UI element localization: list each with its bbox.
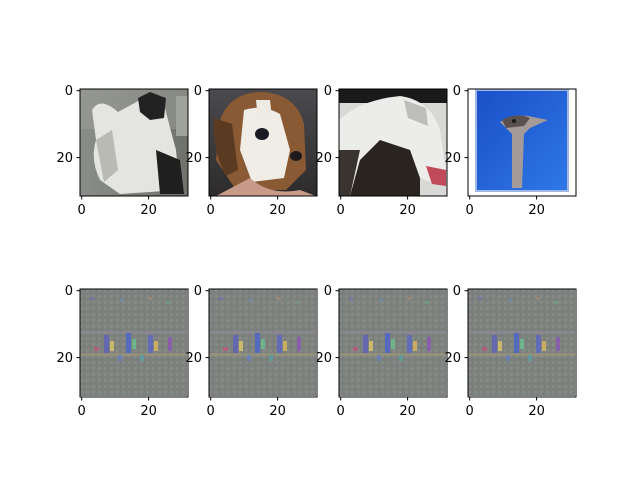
x-ticks: 0 20 [466,397,545,419]
x-ticks: 0 20 [78,196,157,218]
y-tick-label-20: 20 [56,151,73,166]
x-tick-label-0: 0 [466,203,474,218]
panel-cat: 0 20 0 20 [56,84,189,218]
x-ticks: 0 20 [466,196,545,218]
panel-generated-2: 0 20 0 20 [185,284,318,419]
x-ticks: 0 20 [207,397,286,419]
image-generated-2 [209,289,316,396]
y-ticks: 0 20 [56,284,80,366]
axes-frame [467,288,577,398]
axes-frame [79,88,189,197]
y-tick-label-20: 20 [444,351,461,366]
y-tick-label-0: 0 [194,284,202,299]
x-tick-label-0: 0 [207,404,215,419]
y-ticks: 0 20 [56,84,80,166]
y-tick-label-0: 0 [65,284,73,299]
x-tick-label-20: 20 [399,404,416,419]
x-ticks: 0 20 [78,397,157,419]
y-ticks: 0 20 [444,284,468,366]
y-tick-label-0: 0 [65,84,73,99]
axes-frame [79,288,189,398]
image-ostrich [468,89,576,196]
x-ticks: 0 20 [207,196,286,218]
panel-generated-3: 0 20 0 20 [315,284,448,419]
x-tick-label-0: 0 [78,404,86,419]
y-tick-label-0: 0 [324,284,332,299]
image-dog [209,89,317,196]
y-tick-label-0: 0 [194,84,202,99]
x-tick-label-0: 0 [337,203,345,218]
x-ticks: 0 20 [337,196,416,218]
x-tick-label-20: 20 [140,404,157,419]
x-tick-label-0: 0 [207,203,215,218]
x-tick-label-20: 20 [269,404,286,419]
x-tick-label-20: 20 [528,404,545,419]
y-ticks: 0 20 [315,284,339,366]
y-ticks: 0 20 [444,84,468,166]
y-tick-label-20: 20 [185,151,202,166]
y-tick-label-20: 20 [315,151,332,166]
panel-ostrich: 0 20 0 20 [444,84,577,218]
panel-generated-4: 0 20 0 20 [444,284,577,419]
y-tick-label-0: 0 [453,84,461,99]
y-tick-label-0: 0 [453,284,461,299]
x-tick-label-20: 20 [528,203,545,218]
axes-frame [338,288,448,398]
y-tick-label-20: 20 [56,351,73,366]
axes-frame [208,288,318,398]
y-ticks: 0 20 [315,84,339,166]
x-ticks: 0 20 [337,397,416,419]
image-cat [80,89,188,196]
axes-frame [208,88,318,197]
y-tick-label-20: 20 [444,151,461,166]
panel-horse: 0 20 0 20 [315,84,448,218]
x-tick-label-20: 20 [140,203,157,218]
x-tick-label-0: 0 [466,404,474,419]
panel-generated-1: 0 20 0 20 [56,284,189,419]
image-horse [339,89,447,196]
image-generated-4 [468,289,575,396]
y-ticks: 0 20 [185,284,209,366]
y-tick-label-0: 0 [324,84,332,99]
axes-frame [338,88,448,197]
x-tick-label-0: 0 [78,203,86,218]
x-tick-label-20: 20 [399,203,416,218]
y-tick-label-20: 20 [315,351,332,366]
image-generated-3 [339,289,446,396]
axes-frame [467,88,577,197]
image-generated-1 [80,289,187,396]
y-ticks: 0 20 [185,84,209,166]
x-tick-label-20: 20 [269,203,286,218]
panel-dog: 0 20 0 20 [185,84,318,218]
x-tick-label-0: 0 [337,404,345,419]
y-tick-label-20: 20 [185,351,202,366]
